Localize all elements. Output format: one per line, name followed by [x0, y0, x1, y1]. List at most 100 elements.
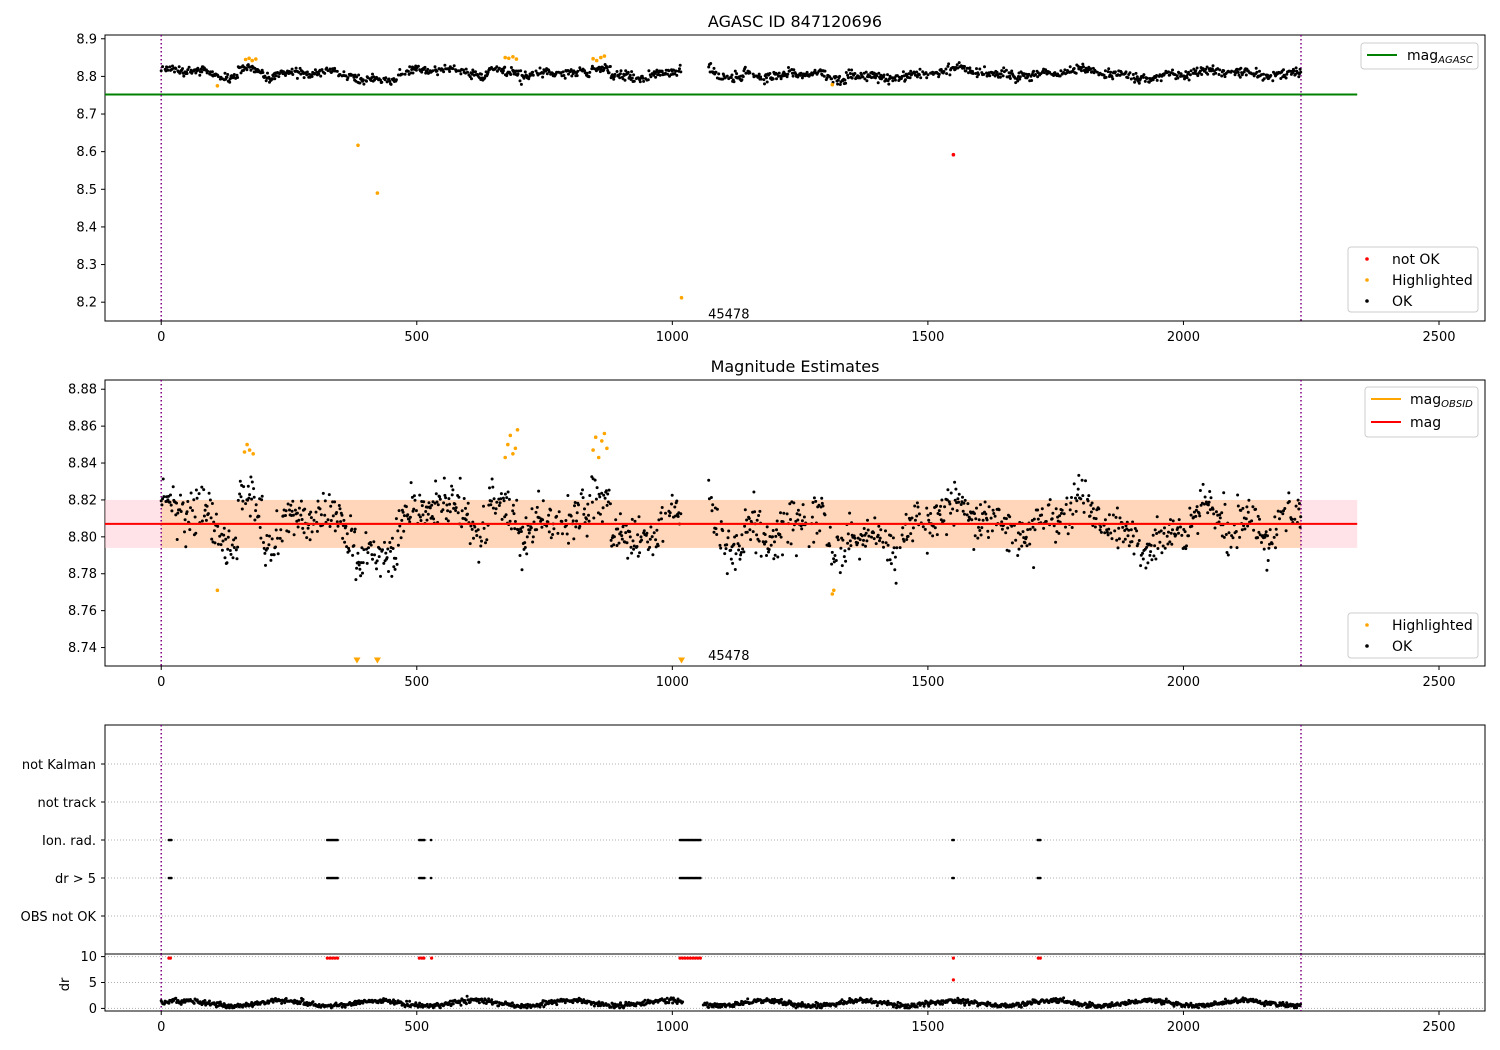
ok-point: [800, 519, 804, 523]
dr-ok-point: [542, 1005, 546, 1009]
ok-point: [782, 511, 786, 515]
ok-point: [367, 546, 370, 550]
ok-point: [977, 518, 981, 522]
dr-ok-point: [192, 1001, 196, 1005]
ok-point: [260, 494, 264, 498]
ok-point: [748, 71, 752, 75]
ok-point: [915, 514, 919, 518]
ok-point: [884, 529, 887, 533]
ok-point: [864, 531, 868, 535]
ok-point: [918, 67, 922, 71]
ok-point: [229, 552, 233, 556]
highlighted-point-8: [511, 452, 515, 456]
ok-point: [608, 502, 612, 506]
ok-point: [646, 78, 650, 82]
ok-point: [801, 503, 805, 507]
ok-point: [1084, 479, 1087, 483]
ok-point: [636, 533, 640, 537]
ok-point: [1016, 554, 1020, 557]
ok-point: [444, 496, 448, 500]
ok-point: [638, 551, 642, 555]
ok-point: [609, 538, 613, 542]
ok-point: [346, 76, 350, 80]
ok-point: [299, 72, 303, 76]
ok-point: [937, 75, 941, 79]
ok-point: [963, 498, 967, 502]
dr-ok-point: [715, 1002, 719, 1006]
ok-point: [204, 518, 208, 522]
ok-point: [1194, 514, 1198, 518]
dr-ok-point: [357, 999, 361, 1003]
ok-point: [279, 528, 283, 532]
ok-point: [745, 518, 749, 522]
ok-point: [333, 66, 337, 70]
ok-point: [480, 72, 483, 76]
ok-point: [234, 536, 238, 540]
ok-point: [901, 70, 905, 74]
ok-point: [206, 512, 210, 516]
ok-point: [464, 67, 468, 71]
ok-point: [949, 491, 953, 495]
highlighted-point-14: [602, 54, 607, 58]
ok-point: [674, 514, 677, 518]
x-tick-label-0-2000: 2000: [1167, 330, 1200, 345]
ok-point: [983, 500, 987, 504]
ok-point: [576, 69, 580, 73]
ok-point: [432, 517, 436, 521]
ok-point: [335, 520, 339, 524]
ok-point: [297, 70, 301, 74]
ok-point: [426, 512, 430, 516]
ok-point: [1044, 520, 1048, 523]
ok-point: [767, 548, 771, 551]
highlighted-point-6: [375, 191, 380, 195]
ok-point: [183, 530, 186, 534]
ok-point: [375, 559, 379, 563]
ok-point: [765, 554, 768, 557]
dr-ok-point: [667, 1001, 671, 1005]
ok-point: [446, 519, 450, 523]
x-tick-label-0-1000: 1000: [656, 330, 689, 345]
ok-point: [448, 502, 452, 506]
ok-point: [567, 541, 570, 545]
ok-point: [1298, 525, 1302, 529]
ok-point: [957, 492, 961, 496]
ok-point: [1103, 531, 1107, 535]
ok-point: [1015, 77, 1019, 81]
flag-point: [699, 876, 702, 880]
ok-point: [471, 520, 475, 524]
ok-point: [642, 529, 646, 533]
ok-point: [707, 65, 711, 69]
legend-swatch-agasc-0: [1365, 257, 1369, 261]
ok-point: [1099, 525, 1103, 529]
ok-point: [541, 499, 545, 503]
ok-point: [1089, 503, 1093, 507]
ok-point: [858, 557, 862, 561]
ok-point: [302, 531, 306, 535]
ok-point: [239, 495, 243, 499]
ok-point: [585, 534, 589, 538]
ok-point: [1102, 73, 1106, 77]
ok-point: [1235, 546, 1239, 550]
ok-point: [202, 514, 206, 518]
ok-point: [1048, 70, 1052, 74]
ok-point: [1143, 79, 1147, 83]
ok-point: [768, 72, 772, 75]
ok-point: [1266, 559, 1270, 562]
ok-point: [586, 502, 590, 506]
ok-point: [385, 80, 389, 84]
ok-point: [450, 484, 454, 488]
ok-point: [735, 72, 739, 76]
highlighted-point-0: [215, 84, 220, 88]
ok-point: [1040, 513, 1044, 517]
ok-point: [574, 525, 578, 529]
ok-point: [451, 488, 455, 492]
ok-point: [775, 519, 779, 523]
ok-point: [505, 496, 509, 500]
dr-ok-point: [317, 1003, 321, 1006]
ok-point: [1155, 532, 1159, 535]
dr-ok-point: [1016, 1001, 1020, 1005]
dr-ok-point: [923, 1002, 927, 1006]
ok-point: [1145, 545, 1149, 549]
ok-point: [632, 79, 636, 83]
ok-point: [462, 68, 465, 72]
